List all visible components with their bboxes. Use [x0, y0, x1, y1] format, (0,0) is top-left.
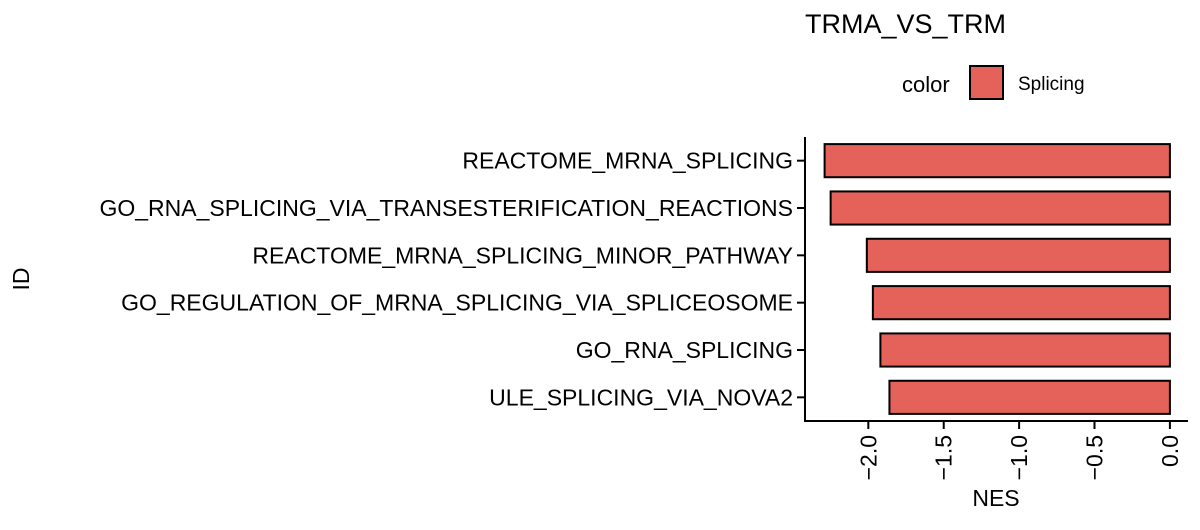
y-axis — [797, 137, 806, 422]
x-tick-label-4: −0.5 — [1082, 435, 1108, 480]
x-tick-label-3: −1.0 — [1006, 435, 1032, 480]
legend: color Splicing — [902, 65, 1085, 100]
x-tick-label-5: 0.0 — [1157, 435, 1183, 467]
category-label-3: REACTOME_MRNA_SPLICING_MINOR_PATHWAY — [252, 242, 793, 268]
bar-3 — [865, 237, 1171, 273]
category-label-4: GO_REGULATION_OF_MRNA_SPLICING_VIA_SPLIC… — [121, 290, 793, 316]
bar-4 — [871, 285, 1171, 321]
x-axis: −2.0 −1.5 −1.0 −0.5 0.0 — [804, 420, 1188, 480]
category-label-5: GO_RNA_SPLICING — [576, 337, 793, 363]
bar-6 — [888, 379, 1171, 415]
bar-2 — [829, 190, 1171, 226]
x-tick-label-1: −2.0 — [855, 435, 881, 480]
legend-label-splicing: Splicing — [1018, 74, 1085, 95]
bars — [823, 143, 1171, 415]
x-tick-label-2: −1.5 — [931, 435, 957, 480]
chart-title: TRMA_VS_TRM — [805, 9, 1006, 39]
category-label-2: GO_RNA_SPLICING_VIA_TRANSESTERIFICATION_… — [99, 195, 793, 221]
category-label-6: ULE_SPLICING_VIA_NOVA2 — [489, 384, 793, 410]
category-label-1: REACTOME_MRNA_SPLICING — [462, 148, 793, 174]
category-labels: REACTOME_MRNA_SPLICING GO_RNA_SPLICING_VI… — [99, 148, 793, 411]
plot-area: REACTOME_MRNA_SPLICING GO_RNA_SPLICING_VI… — [99, 137, 1188, 480]
bar-5 — [879, 332, 1171, 368]
legend-title: color — [902, 72, 950, 97]
x-axis-title: NES — [972, 485, 1019, 511]
legend-swatch-splicing — [969, 65, 1004, 100]
y-axis-title: ID — [8, 268, 34, 291]
bar-1 — [823, 143, 1171, 179]
